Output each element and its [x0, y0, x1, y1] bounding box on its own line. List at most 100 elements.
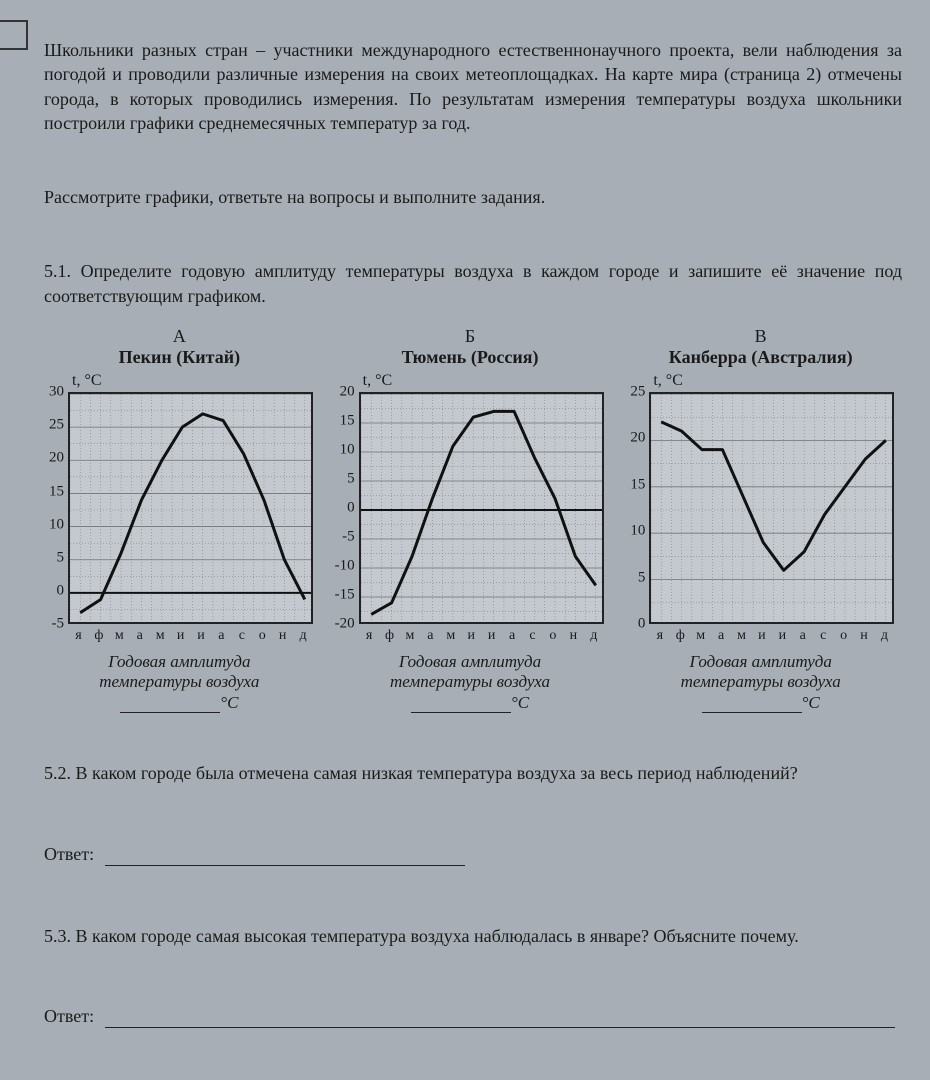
x-tick: д [874, 628, 894, 644]
temperature-chart [359, 392, 604, 624]
answer-5-2: Ответ: [44, 842, 902, 866]
x-tick: а [711, 628, 731, 644]
x-tick: и [751, 628, 771, 644]
caption-blank-row: °C [38, 693, 321, 713]
temperature-chart [649, 392, 894, 624]
intro-paragraph: Школьники разных стран – участники между… [44, 38, 902, 135]
x-tick: а [792, 628, 812, 644]
chart-title: Пекин (Китай) [38, 347, 321, 368]
y-tick: 10 [617, 523, 645, 540]
plot-area: t, °C20151050-5-10-15-20яфмамииасонд [359, 392, 604, 624]
x-tick: м [731, 628, 751, 644]
y-tick: 10 [36, 516, 64, 533]
y-tick: -15 [327, 587, 355, 604]
amplitude-caption: Годовая амплитудатемпературы воздуха°C [38, 652, 321, 713]
y-tick: 10 [327, 442, 355, 459]
task-5-3: 5.3. В каком городе самая высокая темпер… [44, 924, 902, 948]
plot-area: t, °C2520151050яфмамииасонд [649, 392, 894, 624]
chart-column: БТюмень (Россия) t, °C20151050-5-10-15-20… [329, 326, 612, 713]
y-tick: 5 [327, 471, 355, 488]
plot-area: t, °C302520151050-5яфмамииасонд [68, 392, 313, 624]
x-tick: я [649, 628, 669, 644]
chart-title: Тюмень (Россия) [329, 347, 612, 368]
x-ticks: яфмамииасонд [68, 628, 313, 644]
y-tick: 5 [617, 569, 645, 586]
x-tick: н [563, 628, 583, 644]
caption-line2: температуры воздуха [38, 672, 321, 692]
caption-line2: температуры воздуха [329, 672, 612, 692]
x-tick: о [833, 628, 853, 644]
x-tick: н [272, 628, 292, 644]
charts-row: АПекин (Китай)t, °C302520151050-5яфмамии… [38, 326, 902, 713]
x-tick: и [170, 628, 190, 644]
x-tick: с [813, 628, 833, 644]
answer-label: Ответ: [44, 844, 94, 864]
y-tick: 25 [617, 384, 645, 401]
y-tick: 0 [327, 500, 355, 517]
y-tick: 15 [327, 413, 355, 430]
y-axis-label: t, °C [363, 372, 393, 390]
x-tick: м [690, 628, 710, 644]
answer-blank-5-3[interactable] [105, 1027, 895, 1028]
y-tick: 0 [36, 582, 64, 599]
chart-column: АПекин (Китай) t, °C302520151050-5яфмамии… [38, 326, 321, 713]
x-tick: и [772, 628, 792, 644]
x-tick: н [854, 628, 874, 644]
caption-line1: Годовая амплитуда [38, 652, 321, 672]
y-axis-label: t, °C [653, 372, 683, 390]
x-tick: ф [88, 628, 108, 644]
answer-label: Ответ: [44, 1006, 94, 1026]
x-tick: м [150, 628, 170, 644]
task-checkbox[interactable] [0, 20, 28, 50]
y-tick: 15 [36, 483, 64, 500]
amplitude-caption: Годовая амплитудатемпературы воздуха°C [329, 652, 612, 713]
chart-letter: А [38, 326, 321, 347]
x-tick: д [583, 628, 603, 644]
y-tick: 5 [36, 549, 64, 566]
x-tick: м [440, 628, 460, 644]
caption-blank-row: °C [619, 693, 902, 713]
x-ticks: яфмамииасонд [649, 628, 894, 644]
x-tick: а [420, 628, 440, 644]
x-tick: ф [379, 628, 399, 644]
x-tick: д [293, 628, 313, 644]
y-tick: 0 [617, 616, 645, 633]
amplitude-blank[interactable] [120, 712, 220, 713]
y-tick: -5 [36, 616, 64, 633]
task-5-2: 5.2. В каком городе была отмечена самая … [44, 761, 902, 785]
temperature-chart [68, 392, 313, 624]
x-tick: и [461, 628, 481, 644]
answer-blank-5-2[interactable] [105, 865, 465, 866]
y-tick: -10 [327, 558, 355, 575]
amplitude-blank[interactable] [411, 712, 511, 713]
x-tick: с [231, 628, 251, 644]
caption-line1: Годовая амплитуда [329, 652, 612, 672]
chart-column: ВКанберра (Австралия)t, °C2520151050яфма… [619, 326, 902, 713]
x-tick: м [109, 628, 129, 644]
amplitude-caption: Годовая амплитудатемпературы воздуха°C [619, 652, 902, 713]
amplitude-blank[interactable] [702, 712, 802, 713]
x-tick: с [522, 628, 542, 644]
y-tick: 15 [617, 476, 645, 493]
instruction-text: Рассмотрите графики, ответьте на вопросы… [44, 185, 902, 209]
x-tick: а [211, 628, 231, 644]
x-tick: я [68, 628, 88, 644]
y-tick: 20 [617, 430, 645, 447]
chart-title: Канберра (Австралия) [619, 347, 902, 368]
x-tick: о [252, 628, 272, 644]
x-tick: я [359, 628, 379, 644]
y-tick: -5 [327, 529, 355, 546]
y-tick: -20 [327, 616, 355, 633]
chart-letter: Б [329, 326, 612, 347]
caption-blank-row: °C [329, 693, 612, 713]
x-tick: о [542, 628, 562, 644]
chart-letter: В [619, 326, 902, 347]
y-tick: 20 [36, 450, 64, 467]
y-tick: 25 [36, 417, 64, 434]
answer-5-3: Ответ: [44, 1004, 902, 1028]
task-5-1: 5.1. Определите годовую амплитуду темпер… [44, 259, 902, 308]
x-tick: и [481, 628, 501, 644]
caption-line1: Годовая амплитуда [619, 652, 902, 672]
x-tick: и [191, 628, 211, 644]
y-tick: 30 [36, 384, 64, 401]
